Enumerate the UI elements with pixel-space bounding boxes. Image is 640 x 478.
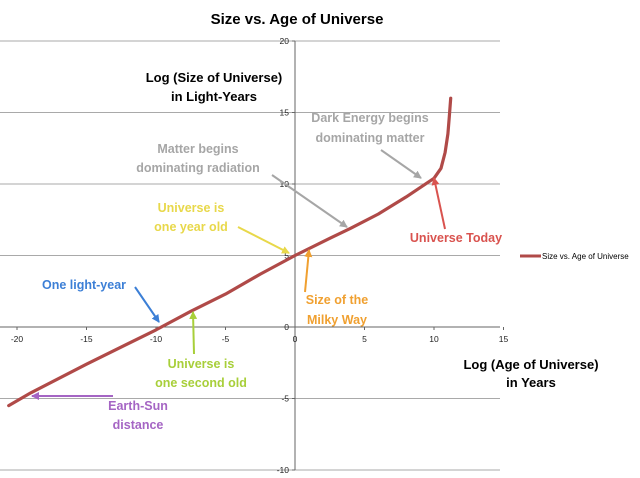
annotation-milky-way: Size of the Milky Way [304,249,369,327]
annotation-earth-sun-line-1: Earth-Sun [108,399,168,413]
x-tick-label: -20 [11,334,24,344]
annotation-dark-energy-arrow [380,149,422,179]
annotation-one-year-line-2: one year old [154,220,228,234]
annotation-dark-energy: Dark Energy begins dominating matter [311,111,429,179]
annotation-one-year-arrow [237,226,290,254]
x-tick-label: -15 [80,334,93,344]
y-axis-title-line-2: in Light-Years [171,89,257,104]
x-tick-label: 15 [499,334,509,344]
series-line [7,96,453,408]
annotation-dark-energy-line-2: dominating matter [315,131,424,145]
annotation-earth-sun-line-2: distance [113,418,164,432]
annotation-universe-today: Universe Today [410,177,502,245]
y-tick-label: 20 [280,36,290,46]
x-axis-title-line-1: Log (Age of Universe) [463,357,598,372]
annotation-light-year-text: One light-year [42,278,126,292]
x-tick-label: -10 [150,334,163,344]
annotation-dark-energy-line-1: Dark Energy begins [311,111,428,125]
annotation-matter-radiation-line-1: Matter begins [157,142,238,156]
x-tick-label: 10 [429,334,439,344]
x-axis-title-line-2: in Years [506,375,556,390]
chart-title: Size vs. Age of Universe [211,11,384,28]
annotation-one-second-line-2: one second old [155,376,247,390]
annotation-matter-radiation-arrow [271,174,348,228]
y-tick-label: 5 [284,251,289,261]
annotation-matter-radiation: Matter begins dominating radiation [136,142,348,228]
x-tick-labels: -20 -15 -10 -5 0 5 10 15 [11,334,509,344]
series-group [7,96,453,408]
annotation-earth-sun: Earth-Sun distance [31,392,168,432]
annotation-one-year-line-1: Universe is [158,201,225,215]
annotation-milky-way-line-2: Milky Way [307,313,367,327]
annotation-one-second-line-1: Universe is [168,357,235,371]
y-tick-label: -5 [281,394,289,404]
legend-label: Size vs. Age of Universe [542,252,629,261]
y-tick-label: 0 [284,322,289,332]
x-tick-label: 0 [293,334,298,344]
annotation-universe-today-text: Universe Today [410,231,502,245]
annotation-light-year: One light-year [42,278,160,323]
y-axis-title-line-1: Log (Size of Universe) [146,70,283,85]
annotation-matter-radiation-line-2: dominating radiation [136,161,260,175]
annotation-one-second-arrow [189,311,198,355]
y-tick-label: -10 [277,465,290,475]
x-tick-label: 5 [362,334,367,344]
x-tick-label: -5 [222,334,230,344]
annotation-universe-today-arrow [431,177,446,230]
annotation-light-year-arrow [134,286,160,323]
y-tick-label: 15 [280,108,290,118]
gridlines [0,40,500,471]
annotation-one-second: Universe is one second old [155,311,247,390]
annotation-milky-way-arrow [304,249,313,293]
legend: Size vs. Age of Universe [520,252,629,261]
annotation-one-year: Universe is one year old [154,201,290,254]
annotation-milky-way-line-1: Size of the [306,293,369,307]
